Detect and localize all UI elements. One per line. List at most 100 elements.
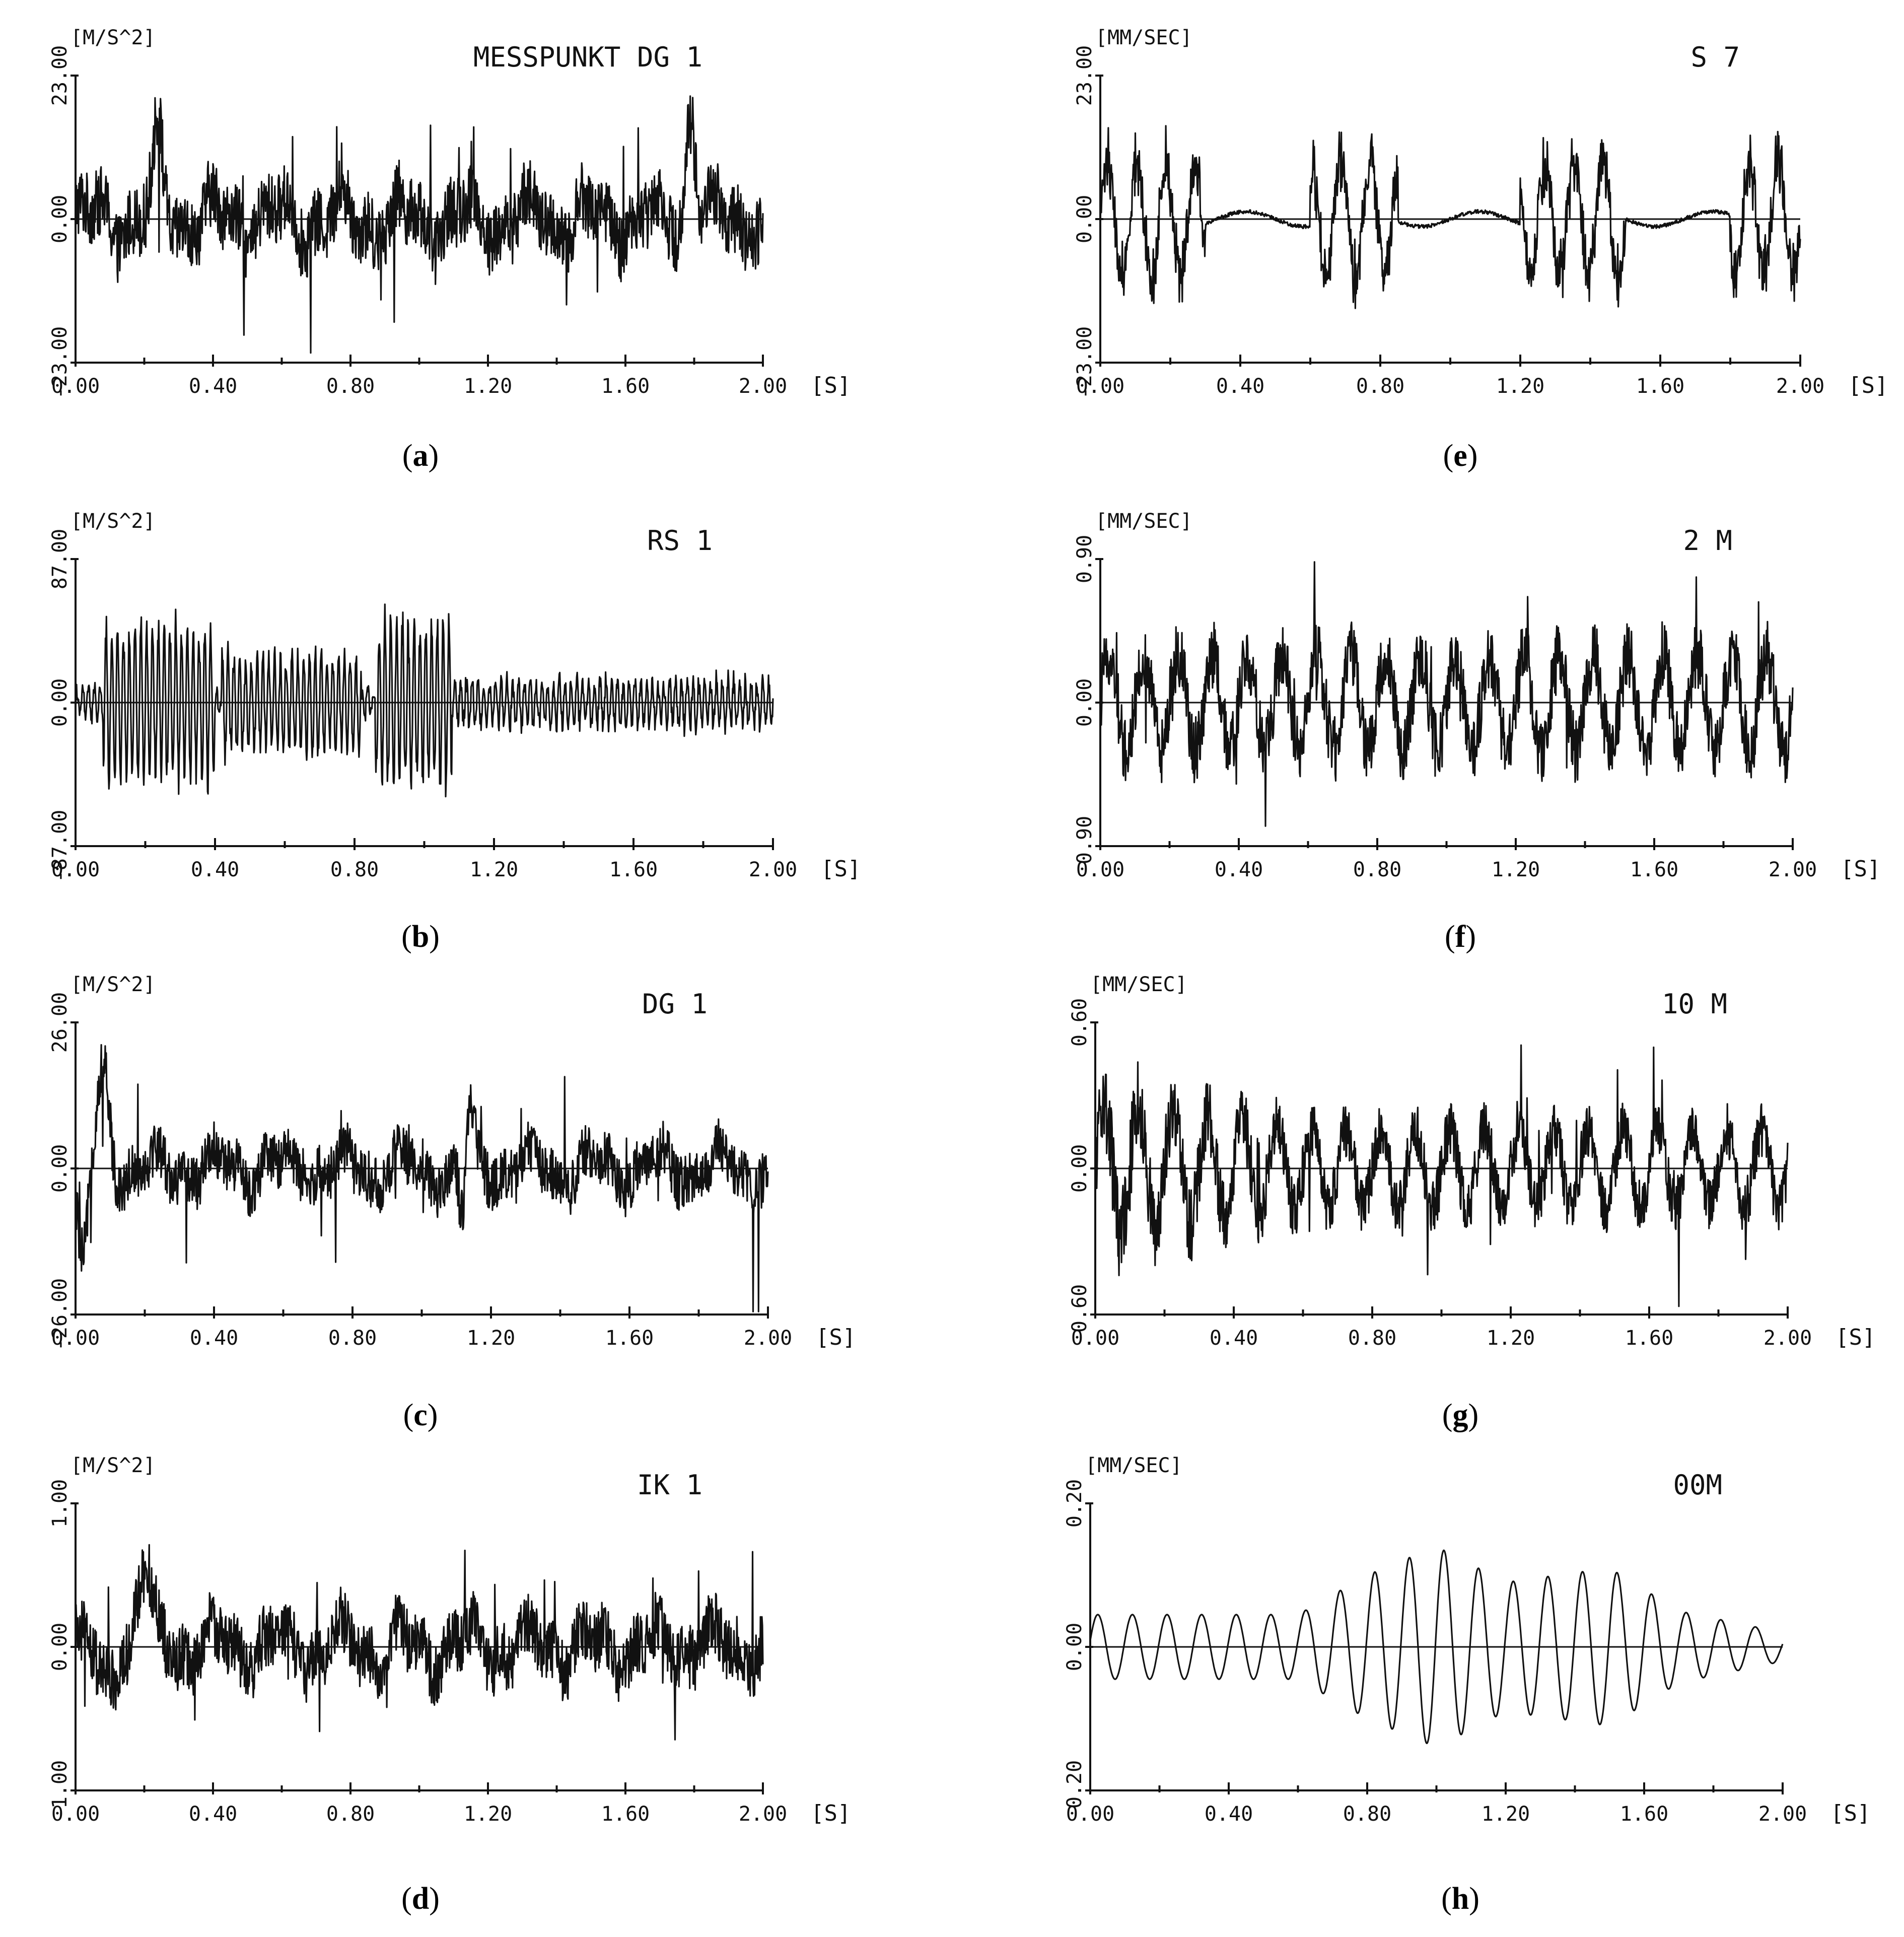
x-tick-label: 0.40 [189, 375, 237, 398]
y-tick-label: 0.00 [1068, 1144, 1091, 1193]
panel-title: S 7 [1690, 41, 1740, 73]
x-unit-label: [S] [821, 856, 861, 882]
panel-caption: (b) [401, 920, 440, 954]
x-unit-label: [S] [1836, 1325, 1875, 1350]
chart-panel: 0.00 0.40 0.80 1.20 1.60 2.00 [S]-23.000.0023.… [48, 26, 851, 473]
y-tick-label: -26.00 [48, 1278, 72, 1351]
series-line [75, 1544, 764, 1741]
x-tick-label: 0.00 [51, 1327, 100, 1350]
panel-caption: (d) [401, 1882, 440, 1916]
chart-panel: 0.00 0.40 0.80 1.20 1.60 2.00 [S]-87.000.0087.… [48, 510, 861, 954]
panel-caption: (h) [1441, 1882, 1479, 1916]
x-tick-label: 2.00 [744, 1327, 792, 1350]
chart-panel: 0.00 0.40 0.80 1.20 1.60 2.00 [S]-23.000.0023.… [1073, 26, 1888, 473]
y-tick-label: -0.90 [1073, 816, 1096, 876]
y-tick-label: 0.00 [48, 1144, 72, 1193]
y-tick-label: -23.00 [1073, 326, 1096, 399]
x-tick-label: 0.80 [1356, 375, 1404, 398]
chart-panel: 0.00 0.40 0.80 1.20 1.60 2.00 [S]-1.000.001.00… [48, 1454, 851, 1916]
series-line [1100, 561, 1794, 827]
x-tick-label: 0.40 [189, 1803, 237, 1826]
y-unit-label: [M/S^2] [70, 1454, 156, 1477]
x-tick-label: 1.60 [1625, 1327, 1673, 1350]
series-line [1089, 1549, 1784, 1744]
y-tick-label: 26.00 [48, 992, 72, 1053]
x-tick-label: 0.00 [1066, 1803, 1114, 1826]
series-line [1099, 125, 1801, 309]
chart-panel: 0.00 0.40 0.80 1.20 1.60 2.00 [S]-0.900.000.90… [1073, 510, 1880, 954]
x-tick-label: 0.00 [51, 375, 100, 398]
panel-title: RS 1 [647, 525, 713, 557]
x-tick-label: 0.00 [51, 858, 100, 881]
panel-caption: (c) [403, 1398, 438, 1432]
x-tick-label: 0.40 [1205, 1803, 1253, 1826]
y-tick-label: 0.00 [1063, 1623, 1086, 1671]
y-tick-label: 87.00 [48, 529, 72, 589]
x-tick-label: 1.20 [1487, 1327, 1535, 1350]
chart-panel: 0.00 0.40 0.80 1.20 1.60 2.00 [S]-26.000.0026.… [48, 973, 856, 1432]
y-unit-label: [MM/SEC] [1095, 26, 1192, 49]
series-line [75, 95, 764, 354]
y-tick-label: -1.00 [48, 1760, 72, 1821]
panel-title: IK 1 [637, 1469, 702, 1501]
x-tick-label: 1.20 [467, 1327, 515, 1350]
y-unit-label: [M/S^2] [70, 510, 156, 533]
x-tick-label: 0.80 [330, 858, 379, 881]
panel-caption: (e) [1443, 439, 1478, 473]
x-tick-label: 0.00 [51, 1803, 100, 1826]
x-unit-label: [S] [1841, 856, 1880, 882]
x-tick-label: 0.40 [191, 858, 239, 881]
x-unit-label: [S] [1830, 1801, 1870, 1826]
x-tick-label: 1.60 [1630, 858, 1678, 881]
x-tick-label: 0.80 [326, 375, 375, 398]
x-tick-label: 1.60 [601, 375, 650, 398]
x-tick-label: 0.00 [1071, 1327, 1119, 1350]
series-line [1094, 1044, 1789, 1307]
x-tick-label: 1.20 [464, 375, 512, 398]
panel-caption: (a) [402, 439, 439, 473]
series-line [75, 1044, 769, 1312]
x-tick-label: 0.80 [1343, 1803, 1391, 1826]
x-tick-label: 0.40 [190, 1327, 238, 1350]
chart-panel: 0.00 0.40 0.80 1.20 1.60 2.00 [S]-0.600.000.60… [1068, 973, 1875, 1432]
x-tick-label: 0.80 [1353, 858, 1401, 881]
x-tick-label: 2.00 [739, 1803, 787, 1826]
x-tick-label: 1.60 [609, 858, 658, 881]
y-tick-label: 0.20 [1063, 1479, 1086, 1528]
y-unit-label: [MM/SEC] [1095, 510, 1192, 533]
y-tick-label: -87.00 [48, 810, 72, 883]
x-tick-label: 2.00 [739, 375, 787, 398]
y-tick-label: -0.60 [1068, 1284, 1091, 1345]
x-tick-label: 1.20 [470, 858, 518, 881]
y-tick-label: 1.00 [48, 1479, 72, 1528]
x-tick-label: 2.00 [749, 858, 797, 881]
chart-panel: 0.00 0.40 0.80 1.20 1.60 2.00 [S]-0.200.000.20… [1063, 1454, 1870, 1916]
y-tick-label: -23.00 [48, 326, 72, 399]
x-unit-label: [S] [1848, 373, 1888, 398]
y-tick-label: 0.00 [1073, 195, 1096, 243]
x-tick-label: 1.20 [1492, 858, 1540, 881]
panel-title: DG 1 [642, 988, 708, 1020]
panel-caption: (f) [1445, 920, 1476, 954]
x-tick-label: 0.80 [326, 1803, 375, 1826]
panel-title: MESSPUNKT DG 1 [473, 41, 702, 73]
y-tick-label: 0.00 [48, 1623, 72, 1671]
x-unit-label: [S] [811, 1801, 851, 1826]
y-tick-label: 0.00 [48, 195, 72, 243]
y-tick-label: 0.60 [1068, 998, 1091, 1047]
x-tick-label: 0.40 [1210, 1327, 1258, 1350]
x-tick-label: 2.00 [1776, 375, 1824, 398]
x-tick-label: 0.00 [1076, 858, 1124, 881]
y-tick-label: 0.90 [1073, 535, 1096, 583]
x-tick-label: 1.20 [1496, 375, 1544, 398]
y-tick-label: 0.00 [48, 678, 72, 727]
x-unit-label: [S] [816, 1325, 856, 1350]
y-tick-label: 23.00 [1073, 45, 1096, 106]
panel-caption: (g) [1442, 1398, 1478, 1432]
series-line [75, 603, 774, 798]
y-unit-label: [M/S^2] [70, 26, 156, 49]
panel-title: 00M [1673, 1469, 1722, 1501]
x-tick-label: 1.20 [464, 1803, 512, 1826]
y-unit-label: [M/S^2] [70, 973, 156, 996]
y-tick-label: 23.00 [48, 45, 72, 106]
